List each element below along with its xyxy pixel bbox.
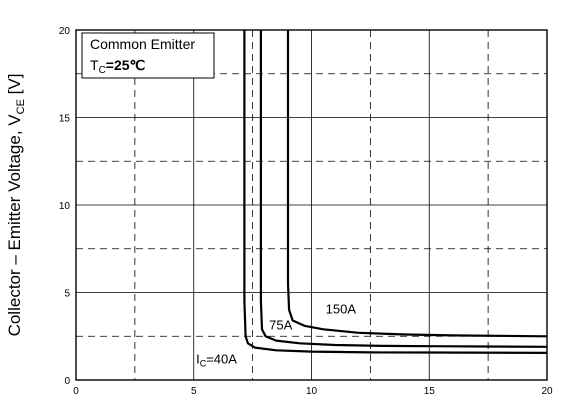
y-axis-title: Collector – Emitter Voltage, VCE [V] bbox=[5, 74, 27, 337]
plot-frame bbox=[75, 29, 548, 381]
x-tick-label: 20 bbox=[541, 386, 553, 397]
x-tick-label: 0 bbox=[73, 386, 79, 397]
label-layer: IC=40A 75A 150A bbox=[196, 302, 356, 369]
series-line bbox=[243, 30, 548, 354]
y-tick-label: 20 bbox=[59, 26, 71, 37]
y-axis-title-main: Collector – Emitter Voltage, V bbox=[5, 114, 24, 337]
annotation-line-2-prefix: T bbox=[90, 57, 99, 73]
x-tick-label: 15 bbox=[424, 386, 436, 397]
annotation-line-2-sub: C bbox=[99, 65, 106, 76]
series-label: 75A bbox=[269, 317, 292, 332]
series-line bbox=[286, 30, 548, 338]
series-label-sub: C bbox=[200, 358, 207, 368]
series-label-suffix: =40A bbox=[206, 351, 237, 366]
y-axis-title-unit: [V] bbox=[5, 74, 24, 100]
x-tick-label: 10 bbox=[306, 386, 318, 397]
series-label: 150A bbox=[326, 302, 357, 317]
annotation-line-2-suffix: =25℃ bbox=[106, 57, 146, 73]
annotation-line-2: TC=25℃ bbox=[90, 57, 146, 76]
x-tick-label: 5 bbox=[191, 386, 197, 397]
y-axis-title-sub: CE bbox=[15, 99, 27, 114]
y-tick-label: 10 bbox=[59, 201, 71, 212]
y-tick-label: 0 bbox=[64, 376, 70, 387]
series-line bbox=[259, 30, 548, 348]
series-label: IC=40A bbox=[196, 351, 237, 368]
series-label-prefix: I bbox=[196, 351, 200, 366]
tick-layer: 0 5 10 15 20 0 5 10 15 20 bbox=[59, 26, 553, 397]
y-tick-label: 5 bbox=[64, 289, 70, 300]
series-layer bbox=[243, 30, 548, 354]
y-tick-label: 15 bbox=[59, 114, 71, 125]
annotation-box: Common Emitter TC=25℃ bbox=[81, 32, 215, 79]
annotation-background bbox=[81, 32, 215, 79]
annotation-line-1: Common Emitter bbox=[90, 36, 195, 52]
